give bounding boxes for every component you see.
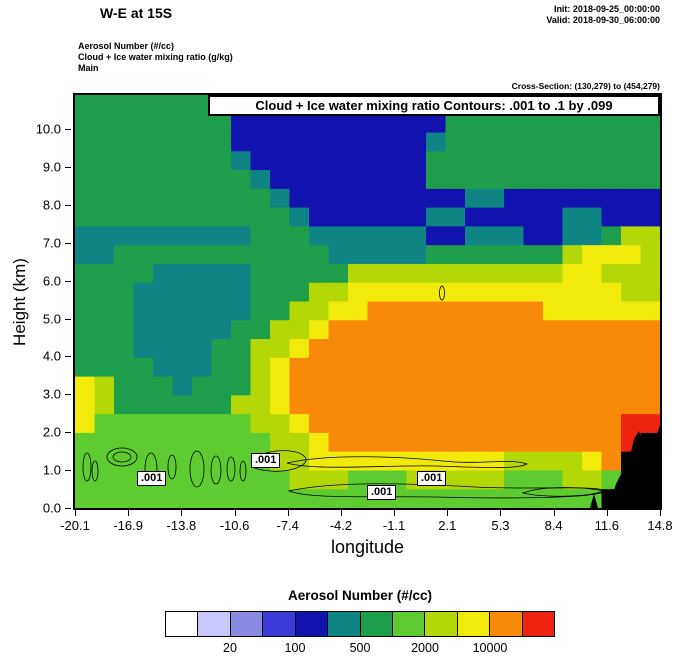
y-axis-ticks: 0.0 1.0 2.0 3.0 4.0 5.0 6.0 7.0 8.0 9.0 10.0 xyxy=(0,95,75,516)
colorbar-cell xyxy=(262,611,296,637)
colorbar-tick-label: 500 xyxy=(349,641,371,655)
y-tick-mark xyxy=(65,318,71,320)
x-tick-mark xyxy=(234,510,236,516)
x-tick-mark xyxy=(75,510,76,516)
y-tick-label: 7.0 xyxy=(42,235,61,251)
heatmap-cells xyxy=(75,95,660,508)
x-tick-label: -13.8 xyxy=(166,518,197,533)
y-tick-label: 4.0 xyxy=(42,348,61,364)
x-tick-mark xyxy=(606,510,608,516)
x-tick-label: -1.1 xyxy=(382,518,406,533)
field-line-model: Main xyxy=(78,63,99,73)
contour-info-box: Cloud + Ice water mixing ratio Contours:… xyxy=(208,95,660,116)
colorbar-title: Aerosol Number (#/cc) xyxy=(287,588,433,603)
contour-info-text: Cloud + Ice water mixing ratio Contours:… xyxy=(255,98,613,113)
y-tick-label: 10.0 xyxy=(35,121,61,137)
colorbar-cell xyxy=(521,611,556,637)
x-tick-label: -16.9 xyxy=(113,518,143,533)
field-line-cloud: Cloud + Ice water mixing ratio (g/kg) xyxy=(78,52,233,62)
x-axis-title: longitude xyxy=(330,537,405,557)
x-tick-mark xyxy=(128,510,130,516)
y-tick-mark xyxy=(65,470,71,472)
colorbar-tick-label: 2000 xyxy=(411,641,439,655)
y-tick-mark xyxy=(65,166,71,168)
y-tick-label: 8.0 xyxy=(42,197,61,213)
y-tick-label: 6.0 xyxy=(42,273,61,289)
y-tick-mark xyxy=(65,280,71,282)
contour-field-svg xyxy=(75,95,660,508)
y-tick-label: 9.0 xyxy=(42,159,61,175)
valid-time: Valid: 2018-09-30_06:00:00 xyxy=(546,15,660,25)
init-time: Init: 2018-09-25_00:00:00 xyxy=(553,4,660,14)
x-tick-mark xyxy=(394,510,396,516)
x-axis-ticks: -20.1 -16.9 -13.8 -10.6 -7.4 -4.2 -1.1 2.1 5.3 8.… xyxy=(60,508,673,538)
colorbar-cell xyxy=(327,611,361,637)
x-tick-mark xyxy=(553,510,555,516)
colorbar-cell xyxy=(294,611,329,637)
x-tick-label: 14.8 xyxy=(647,518,673,533)
terrain-silhouette xyxy=(590,425,660,508)
field-list: Aerosol Number (#/cc) Cloud + Ice water … xyxy=(78,41,233,74)
y-tick-label: 5.0 xyxy=(42,311,61,327)
colorbar-tick-label: 10000 xyxy=(472,641,508,655)
y-tick-mark xyxy=(65,129,71,131)
cross-section-info: Cross-Section: (130,279) to (454,279) xyxy=(511,81,660,91)
plot-main-title: W-E at 15S xyxy=(100,5,173,21)
x-tick-label: -20.1 xyxy=(60,518,90,533)
colorbar-cell xyxy=(197,611,231,637)
colorbar-tick-label: 100 xyxy=(284,641,306,655)
colorbar-cell xyxy=(489,611,523,637)
y-tick-label: 0.0 xyxy=(42,500,61,516)
field-line-aerosol: Aerosol Number (#/cc) xyxy=(78,41,175,51)
x-tick-label: 2.1 xyxy=(438,518,457,533)
y-tick-mark xyxy=(65,356,71,358)
x-tick-label: -10.6 xyxy=(219,518,250,533)
x-tick-mark xyxy=(340,510,342,516)
x-tick-label: -7.4 xyxy=(276,518,299,533)
y-tick-mark xyxy=(65,242,71,244)
x-tick-mark xyxy=(447,510,449,516)
colorbar-cell xyxy=(165,611,199,637)
x-tick-mark xyxy=(287,510,289,516)
y-tick-mark xyxy=(65,508,71,509)
colorbar-cell xyxy=(359,611,393,637)
x-tick-mark xyxy=(660,510,661,516)
x-tick-label: -4.2 xyxy=(329,518,353,533)
colorbar-cell xyxy=(456,611,491,637)
y-tick-mark xyxy=(65,204,71,206)
plot-area: .001.001.001.001 Cloud + Ice water mixin… xyxy=(73,93,662,510)
colorbar-tick-label: 20 xyxy=(223,641,237,655)
x-tick-label: 5.3 xyxy=(491,518,510,533)
x-tick-label: 8.4 xyxy=(544,518,563,533)
x-tick-mark xyxy=(181,510,183,516)
x-tick-label: 11.6 xyxy=(594,518,619,533)
y-tick-mark xyxy=(65,432,71,434)
colorbar-cell xyxy=(424,611,458,637)
colorbar-cell xyxy=(391,611,426,637)
colorbar xyxy=(165,611,556,637)
y-tick-label: 1.0 xyxy=(42,462,61,478)
y-tick-label: 2.0 xyxy=(42,424,61,440)
y-tick-label: 3.0 xyxy=(42,386,61,402)
colorbar-cell xyxy=(229,611,264,637)
y-tick-mark xyxy=(65,394,71,396)
x-tick-mark xyxy=(500,510,502,516)
colorbar-tick-labels: 20 100 500 2000 10000 xyxy=(165,641,555,657)
